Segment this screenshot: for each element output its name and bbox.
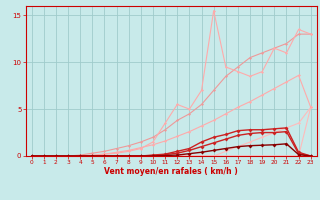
X-axis label: Vent moyen/en rafales ( km/h ): Vent moyen/en rafales ( km/h ) <box>104 167 238 176</box>
